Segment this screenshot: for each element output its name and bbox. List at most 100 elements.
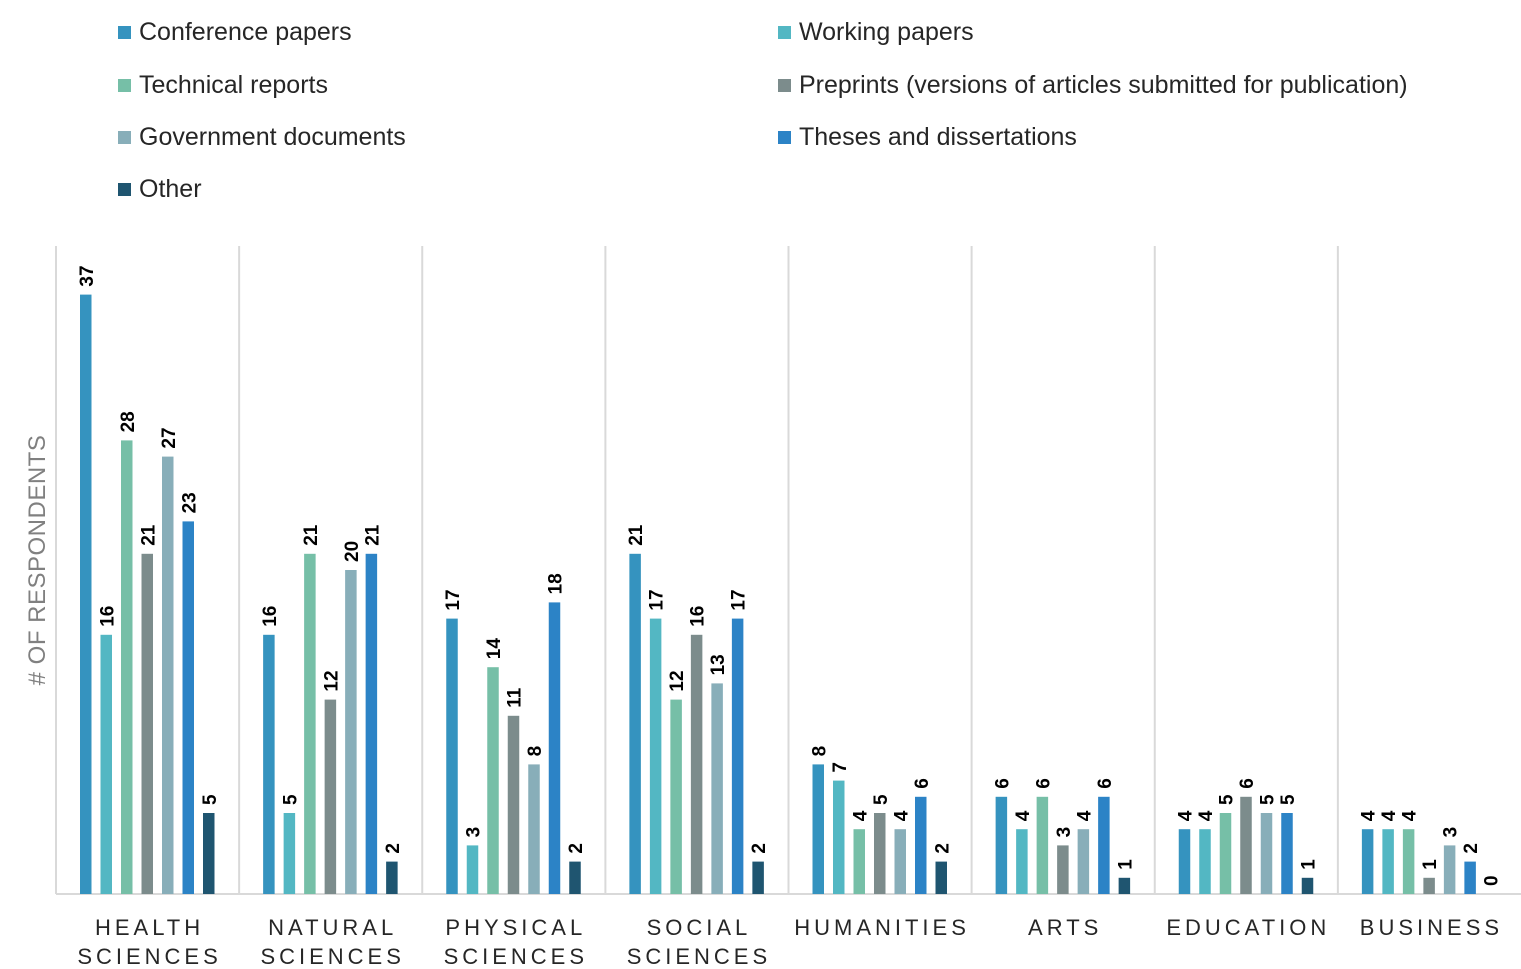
bar xyxy=(995,796,1008,894)
legend-swatch xyxy=(778,131,791,144)
data-label: 5 xyxy=(280,794,301,805)
legend-swatch xyxy=(778,79,791,92)
bar xyxy=(1464,861,1476,894)
bar xyxy=(711,683,723,894)
bar xyxy=(304,553,316,894)
data-label: 4 xyxy=(1196,810,1217,821)
bar xyxy=(670,699,682,894)
bar xyxy=(833,780,845,894)
bar xyxy=(446,618,458,894)
bar xyxy=(1036,796,1049,894)
bar xyxy=(1240,796,1252,894)
data-label: 8 xyxy=(525,746,546,757)
bar xyxy=(121,440,133,894)
bar xyxy=(752,861,764,894)
data-label: 2 xyxy=(383,843,404,854)
data-label: 1 xyxy=(1420,859,1441,870)
legend-label: Preprints (versions of articles submitte… xyxy=(799,71,1408,99)
bar xyxy=(1016,829,1028,894)
data-label: 37 xyxy=(77,265,98,286)
data-label: 4 xyxy=(1176,810,1197,821)
bar xyxy=(1077,829,1090,894)
bar xyxy=(324,699,337,894)
bar xyxy=(466,845,479,894)
bar xyxy=(263,634,275,894)
data-label: 6 xyxy=(1095,778,1116,789)
category-label: SOCIAL xyxy=(647,915,752,940)
data-label: 4 xyxy=(1379,810,1400,821)
data-label: 14 xyxy=(484,638,505,660)
category-label: SCIENCES xyxy=(260,944,404,969)
data-label: 2 xyxy=(749,843,770,854)
data-label: 13 xyxy=(708,654,729,675)
bar xyxy=(1118,877,1131,894)
category-label: HUMANITIES xyxy=(794,915,970,940)
bar xyxy=(283,813,296,894)
data-label: 3 xyxy=(1441,827,1462,838)
legend-label: Other xyxy=(139,175,202,203)
data-label: 21 xyxy=(626,524,647,546)
bar xyxy=(487,667,499,894)
data-label: 5 xyxy=(1258,794,1279,805)
data-label: 12 xyxy=(667,670,688,691)
data-label: 6 xyxy=(1237,778,1258,789)
data-label: 28 xyxy=(118,411,139,432)
category-label: PHYSICAL xyxy=(445,915,586,940)
legend-label: Theses and dissertations xyxy=(799,123,1077,151)
data-label: 1 xyxy=(1115,859,1136,870)
data-label: 16 xyxy=(97,606,118,627)
legend-label: Conference papers xyxy=(139,18,352,46)
data-label: 16 xyxy=(260,606,281,627)
legend-item: Conference papers xyxy=(118,18,352,47)
data-label: 12 xyxy=(321,670,342,691)
legend-item: Working papers xyxy=(778,18,974,47)
data-label: 2 xyxy=(932,843,953,854)
bar xyxy=(1443,845,1456,894)
category-label: SCIENCES xyxy=(627,944,771,969)
data-label: 5 xyxy=(200,794,221,805)
data-label: 4 xyxy=(1074,810,1095,821)
bar xyxy=(528,764,540,894)
category-label: SCIENCES xyxy=(77,944,221,969)
category-label: NATURAL xyxy=(268,915,397,940)
bar xyxy=(1199,829,1211,894)
bar xyxy=(1260,813,1273,894)
legend-item: Theses and dissertations xyxy=(778,123,1077,152)
bar xyxy=(649,618,662,894)
legend-swatch xyxy=(118,131,131,144)
bar xyxy=(569,861,581,894)
legend-item: Government documents xyxy=(118,123,406,152)
bar xyxy=(853,829,865,894)
bar xyxy=(1382,829,1394,894)
data-label: 21 xyxy=(362,524,383,546)
bar xyxy=(731,618,744,894)
category-label: ARTS xyxy=(1028,915,1102,940)
bar xyxy=(812,764,824,894)
bar xyxy=(915,796,927,894)
data-label: 4 xyxy=(891,810,912,821)
data-label: 23 xyxy=(179,492,200,513)
data-label: 20 xyxy=(342,541,363,562)
data-label: 4 xyxy=(1359,810,1380,821)
data-label: 2 xyxy=(1461,843,1482,854)
bar xyxy=(548,602,561,894)
bar xyxy=(162,456,174,894)
data-label: 27 xyxy=(159,427,180,448)
legend-label: Government documents xyxy=(139,123,406,151)
data-label: 5 xyxy=(871,794,892,805)
bar xyxy=(690,634,703,894)
legend-item: Preprints (versions of articles submitte… xyxy=(778,71,1408,100)
data-label: 3 xyxy=(1054,827,1075,838)
category-label: BUSINESS xyxy=(1360,915,1503,940)
data-label: 7 xyxy=(830,762,851,773)
legend-swatch xyxy=(118,183,131,196)
bar xyxy=(141,553,153,894)
bar xyxy=(100,634,112,894)
data-label: 5 xyxy=(1217,794,1238,805)
data-label: 21 xyxy=(138,524,159,546)
data-label: 6 xyxy=(992,778,1013,789)
bar xyxy=(1178,829,1191,894)
bar xyxy=(1402,829,1415,894)
data-label: 21 xyxy=(301,524,322,546)
